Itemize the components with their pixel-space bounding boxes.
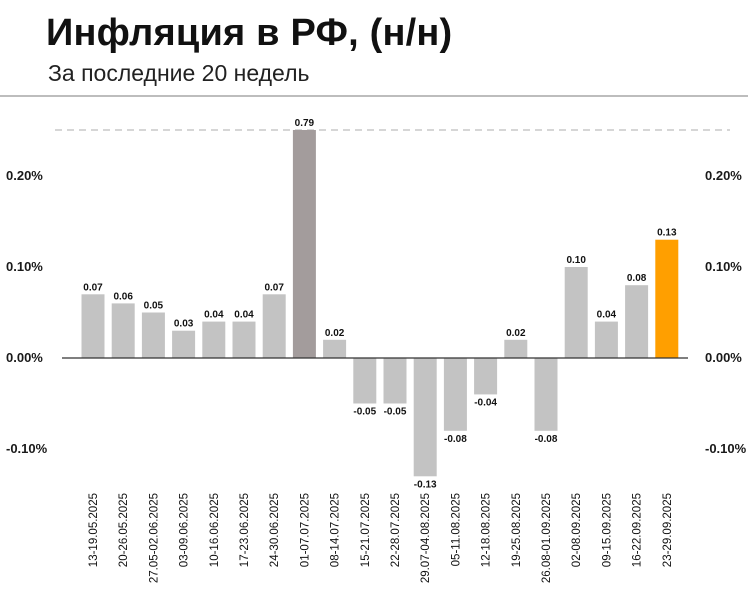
data-label: 0.05 bbox=[144, 301, 164, 312]
y-tick-label-left: -0.10% bbox=[6, 441, 48, 456]
bar bbox=[625, 285, 649, 358]
bar bbox=[413, 358, 437, 477]
bar bbox=[353, 358, 377, 404]
data-label: 0.06 bbox=[113, 291, 133, 302]
data-label: -0.05 bbox=[384, 407, 407, 418]
data-label: 0.08 bbox=[627, 273, 647, 284]
bar bbox=[594, 321, 618, 358]
data-label: 0.03 bbox=[174, 319, 194, 330]
y-tick-label-left: 0.10% bbox=[6, 259, 43, 274]
chart-subtitle: За последние 20 недель bbox=[48, 60, 310, 86]
x-tick-label: 02-08.09.2025 bbox=[571, 493, 583, 567]
data-label: 0.79 bbox=[295, 118, 315, 129]
bar bbox=[564, 267, 588, 358]
x-tick-label: 26.08-01.09.2025 bbox=[541, 493, 553, 583]
y-tick-label-right: 0.20% bbox=[705, 168, 742, 183]
x-tick-label: 27.05-02.06.2025 bbox=[148, 493, 160, 583]
data-label: 0.10 bbox=[566, 255, 586, 266]
x-tick-label: 22-28.07.2025 bbox=[390, 493, 402, 567]
x-tick-label: 03-09.06.2025 bbox=[179, 493, 191, 567]
bar bbox=[504, 339, 528, 358]
data-label: 0.04 bbox=[234, 310, 254, 321]
bar bbox=[262, 294, 286, 358]
bar bbox=[383, 358, 407, 404]
x-tick-label: 20-26.05.2025 bbox=[118, 493, 130, 567]
data-label: -0.13 bbox=[414, 479, 437, 490]
x-tick-label: 15-21.07.2025 bbox=[360, 493, 372, 567]
x-tick-label: 23-29.09.2025 bbox=[662, 493, 674, 567]
bar bbox=[111, 303, 135, 358]
bar bbox=[172, 330, 196, 358]
y-tick-label-left: 0.20% bbox=[6, 168, 43, 183]
x-tick-label: 19-25.08.2025 bbox=[511, 493, 523, 567]
bar bbox=[81, 294, 105, 358]
x-tick-label: 10-16.06.2025 bbox=[209, 493, 221, 567]
data-label: -0.08 bbox=[535, 434, 558, 445]
header-divider bbox=[0, 95, 748, 97]
bar bbox=[141, 312, 165, 358]
bar bbox=[232, 321, 256, 358]
bar bbox=[443, 358, 467, 431]
x-tick-label: 24-30.06.2025 bbox=[269, 493, 281, 567]
bar bbox=[655, 239, 679, 358]
y-tick-label-right: 0.10% bbox=[705, 259, 742, 274]
x-tick-label: 16-22.09.2025 bbox=[632, 493, 644, 567]
bar bbox=[474, 358, 498, 395]
data-label: 0.02 bbox=[506, 328, 526, 339]
x-tick-label: 17-23.06.2025 bbox=[239, 493, 251, 567]
bar bbox=[202, 321, 226, 358]
y-tick-label-left: 0.00% bbox=[6, 350, 43, 365]
x-tick-label: 05-11.08.2025 bbox=[450, 493, 462, 566]
data-label: -0.04 bbox=[474, 397, 497, 408]
chart-title: Инфляция в РФ, (н/н) bbox=[46, 12, 453, 54]
x-tick-label: 09-15.09.2025 bbox=[601, 493, 613, 567]
y-tick-label-right: -0.10% bbox=[705, 441, 747, 456]
data-label: 0.07 bbox=[83, 282, 103, 293]
data-label: 0.04 bbox=[204, 310, 224, 321]
data-label: 0.02 bbox=[325, 328, 345, 339]
bar bbox=[534, 358, 558, 431]
x-tick-label: 29.07-04.08.2025 bbox=[420, 493, 432, 583]
x-tick-label: 08-14.07.2025 bbox=[330, 493, 342, 567]
data-label: 0.07 bbox=[264, 282, 284, 293]
data-label: -0.08 bbox=[444, 434, 467, 445]
data-label: 0.13 bbox=[657, 228, 677, 239]
data-label: 0.04 bbox=[597, 310, 617, 321]
data-label: -0.05 bbox=[353, 407, 376, 418]
x-tick-label: 01-07.07.2025 bbox=[299, 493, 311, 567]
x-tick-label: 12-18.08.2025 bbox=[481, 493, 493, 567]
bar bbox=[292, 130, 316, 358]
y-tick-label-right: 0.00% bbox=[705, 350, 742, 365]
bar bbox=[323, 339, 347, 358]
x-tick-label: 13-19.05.2025 bbox=[88, 493, 100, 567]
